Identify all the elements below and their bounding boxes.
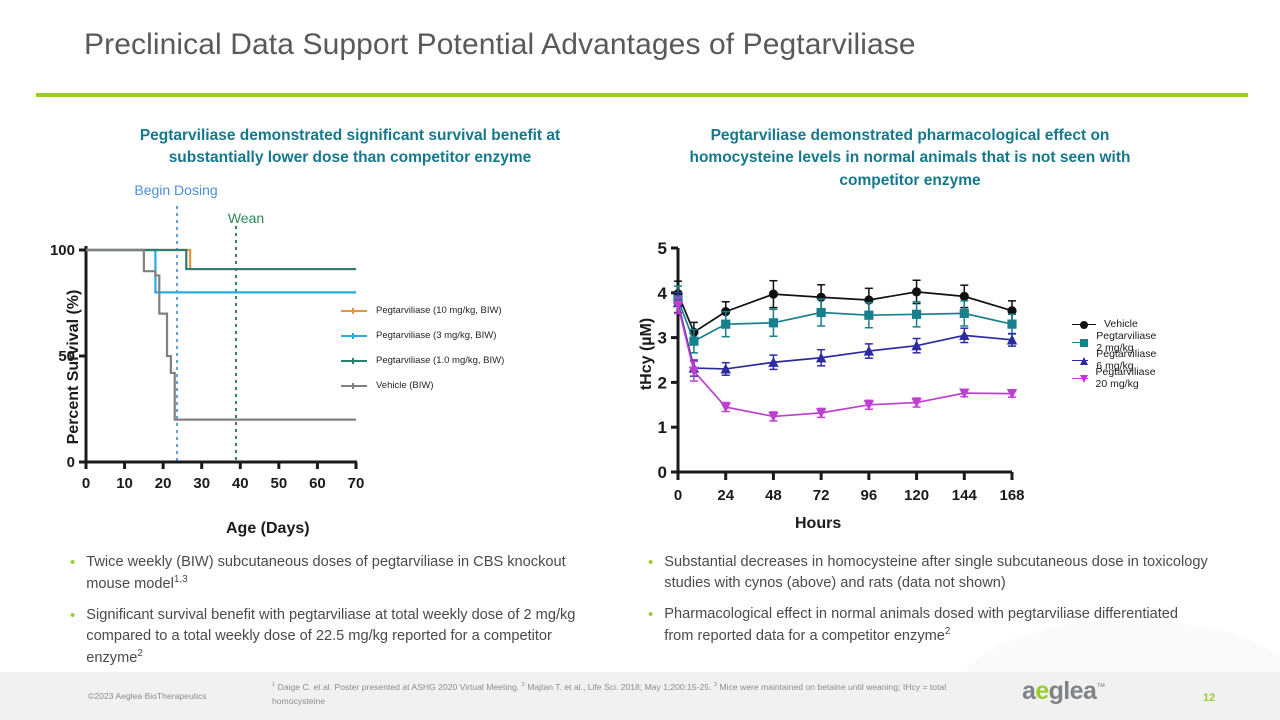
thcy-legend: Vehicle Pegtarviliase 2 mg/kg Pegtarvilias… <box>1072 315 1164 390</box>
bullet-footnote-ref: 2 <box>137 647 143 659</box>
survival-legend: Pegtarviliase (10 mg/kg, BIW) Pegtarvilia… <box>341 298 504 398</box>
svg-text:72: 72 <box>813 487 830 504</box>
survival-legend-item: Pegtarviliase (10 mg/kg, BIW) <box>341 298 504 323</box>
begin-dosing-annotation: Begin Dosing <box>134 182 218 198</box>
legend-line-swatch <box>341 307 367 314</box>
legend-line-swatch <box>1072 338 1089 347</box>
thcy-legend-item: Pegtarviliase 6 mg/kg <box>1072 348 1164 372</box>
survival-legend-label: Pegtarviliase (10 mg/kg, BIW) <box>376 305 502 316</box>
legend-marker-square <box>1080 338 1088 347</box>
svg-text:168: 168 <box>999 487 1024 504</box>
begin-dosing-marker-line <box>176 206 178 462</box>
bullet-text-body: Pharmacological effect in normal animals… <box>664 606 1179 645</box>
svg-text:100: 100 <box>50 242 75 259</box>
survival-legend-item: Pegtarviliase (1.0 mg/kg, BIW) <box>341 348 504 373</box>
survival-legend-item: Vehicle (BIW) <box>341 373 504 398</box>
bullet-text-body: Significant survival benefit with pegtar… <box>86 607 576 666</box>
thcy-legend-label: Vehicle <box>1104 318 1138 330</box>
thcy-legend-item: Vehicle <box>1072 315 1164 333</box>
bullet-item: • Pharmacological effect in normal animal… <box>648 604 1208 646</box>
svg-text:30: 30 <box>193 475 210 492</box>
page-number: 12 <box>1203 692 1216 704</box>
svg-text:10: 10 <box>116 475 133 492</box>
bullet-text-body: Substantial decreases in homocysteine af… <box>664 554 1208 591</box>
footer-bar <box>0 672 1280 720</box>
svg-text:40: 40 <box>232 475 249 492</box>
bullet-footnote-ref: 2 <box>944 626 951 638</box>
svg-text:3: 3 <box>658 329 667 348</box>
survival-x-axis-label: Age (Days) <box>226 520 310 537</box>
bullet-item: • Substantial decreases in homocysteine a… <box>648 552 1208 593</box>
bullet-text-body: Twice weekly (BIW) subcutaneous doses of… <box>86 554 566 592</box>
svg-text:0: 0 <box>67 454 75 471</box>
svg-text:50: 50 <box>271 475 288 492</box>
page-title: Preclinical Data Support Potential Advan… <box>84 28 916 61</box>
legend-line-swatch <box>1072 374 1088 383</box>
svg-text:1: 1 <box>658 418 667 437</box>
legend-line-swatch <box>341 382 367 389</box>
wean-marker-line <box>235 226 237 462</box>
svg-text:60: 60 <box>309 475 326 492</box>
thcy-chart: tHcy (µM) Hours 0 1 2 3 4 5 0 24 48 72 96 120 144 168… <box>620 240 1156 540</box>
bullet-item: • Significant survival benefit with pegta… <box>70 605 610 668</box>
svg-text:144: 144 <box>952 487 978 504</box>
survival-legend-label: Pegtarviliase (1.0 mg/kg, BIW) <box>376 355 505 366</box>
legend-line-swatch <box>341 357 367 364</box>
svg-text:5: 5 <box>658 240 667 258</box>
thcy-legend-label: Pegtarviliase 2 mg/kg <box>1096 330 1157 354</box>
right-bullet-list: • Substantial decreases in homocysteine a… <box>648 552 1208 658</box>
logo-letter-a: a <box>1022 677 1036 705</box>
aeglea-logo: aeglea™ <box>1022 677 1105 706</box>
svg-text:96: 96 <box>861 487 878 504</box>
legend-line-swatch <box>341 332 367 339</box>
legend-marker-circle <box>1080 320 1088 329</box>
svg-text:0: 0 <box>82 475 90 492</box>
wean-annotation: Wean <box>227 210 265 226</box>
svg-text:120: 120 <box>904 487 929 504</box>
logo-letters-rest: glea <box>1048 677 1097 705</box>
legend-marker-triDown <box>1080 374 1088 383</box>
bullet-text: Substantial decreases in homocysteine af… <box>664 552 1208 593</box>
logo-letter-e: e <box>1035 677 1049 705</box>
thcy-x-axis-label: Hours <box>795 515 842 532</box>
svg-text:0: 0 <box>674 487 682 504</box>
copyright-text: ©2023 Aeglea BioTherapeutics <box>88 691 207 701</box>
legend-marker-triUp <box>1080 356 1088 365</box>
footnotes-text: 1 Daige C. et al. Poster presented at AS… <box>272 682 947 706</box>
legend-line-swatch <box>1072 356 1089 365</box>
right-panel-heading: Pegtarviliase demonstrated pharmacologic… <box>689 127 1131 189</box>
thcy-plot-area: 0 1 2 3 4 5 0 24 48 72 96 120 144 168 <box>658 240 1025 504</box>
bullet-dot-icon: • <box>648 606 654 624</box>
bullet-text: Twice weekly (BIW) subcutaneous doses of… <box>86 552 610 594</box>
svg-text:20: 20 <box>155 475 172 492</box>
logo-trademark: ™ <box>1096 681 1105 692</box>
thcy-legend-item: Pegtarviliase 2 mg/kg <box>1072 330 1164 354</box>
svg-text:2: 2 <box>658 373 667 392</box>
left-bullet-list: • Twice weekly (BIW) subcutaneous doses o… <box>70 552 610 679</box>
thcy-legend-item: Pegtarviliase 20 mg/kg <box>1072 366 1164 390</box>
bullet-text: Pharmacological effect in normal animals… <box>664 604 1208 646</box>
survival-plot-area: 0 50 100 0 10 20 30 40 50 60 70 <box>50 242 365 492</box>
thcy-legend-label: Pegtarviliase 6 mg/kg <box>1096 348 1157 372</box>
survival-chart: Percent Survival (%) Age (Days) Begin Do… <box>36 182 596 540</box>
legend-line-swatch <box>1072 320 1096 329</box>
bullet-footnote-ref: 1,3 <box>173 573 188 585</box>
svg-text:4: 4 <box>658 284 668 303</box>
svg-text:50: 50 <box>58 348 75 365</box>
bullet-text: Significant survival benefit with pegtar… <box>86 605 610 668</box>
left-panel-heading: Pegtarviliase demonstrated significant s… <box>139 127 561 167</box>
bullet-dot-icon: • <box>70 554 76 571</box>
survival-legend-item: Pegtarviliase (3 mg/kg, BIW) <box>341 323 504 348</box>
svg-text:48: 48 <box>765 487 782 504</box>
thcy-legend-label: Pegtarviliase 20 mg/kg <box>1095 366 1156 390</box>
survival-legend-label: Vehicle (BIW) <box>376 380 434 391</box>
survival-legend-label: Pegtarviliase (3 mg/kg, BIW) <box>376 330 497 341</box>
svg-text:24: 24 <box>717 487 734 504</box>
bullet-dot-icon: • <box>648 554 654 571</box>
bullet-dot-icon: • <box>70 607 76 625</box>
svg-text:70: 70 <box>348 475 365 492</box>
title-divider <box>36 93 1248 97</box>
bullet-item: • Twice weekly (BIW) subcutaneous doses o… <box>70 552 610 594</box>
svg-text:0: 0 <box>658 463 667 482</box>
